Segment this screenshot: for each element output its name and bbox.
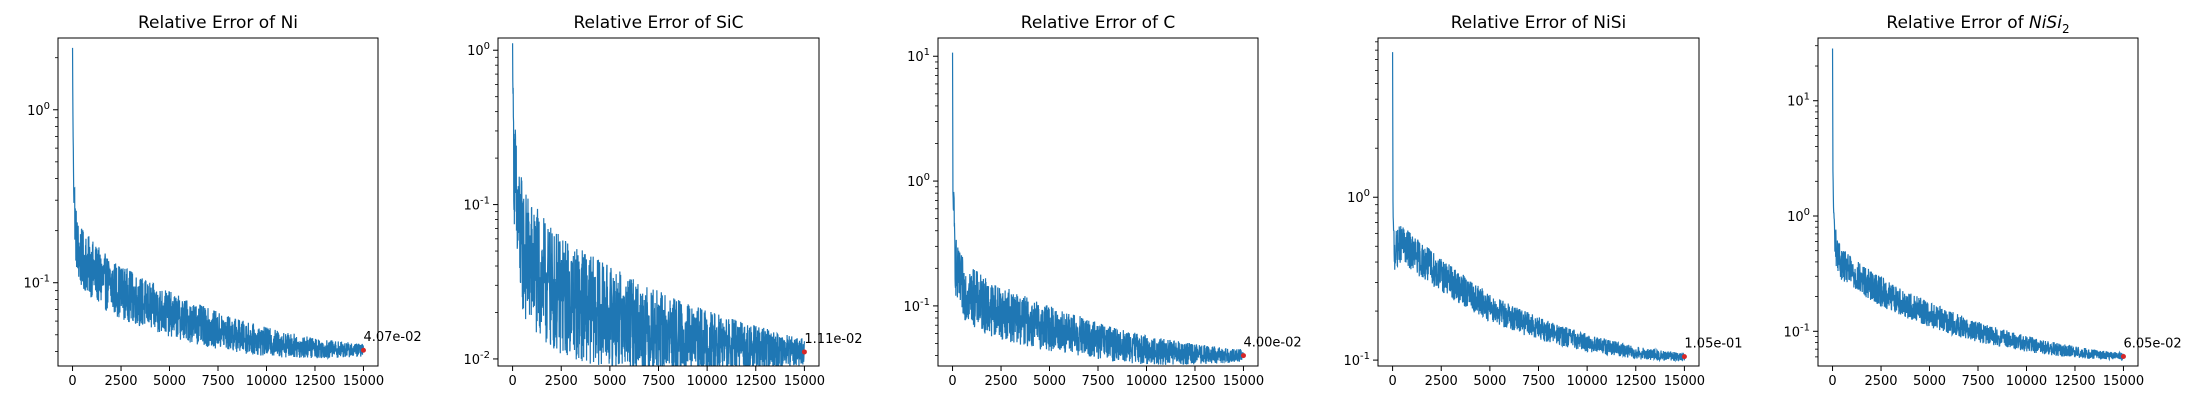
- x-tick-label: 2500: [984, 374, 1017, 389]
- y-tick-label: 101: [907, 47, 930, 65]
- x-tick-label: 12500: [1174, 374, 1215, 389]
- y-tick-label: 100: [1347, 188, 1370, 206]
- final-value-label: 4.07e-02: [363, 330, 421, 345]
- x-tick-label: 7500: [1522, 374, 1555, 389]
- x-tick-label: 0: [68, 374, 76, 389]
- x-tick-label: 7500: [1961, 374, 1994, 389]
- x-tick-label: 15000: [1664, 374, 1705, 389]
- y-tick-label: 101: [1787, 92, 1810, 110]
- x-tick-label: 5000: [1033, 374, 1066, 389]
- y-tick-label: 100: [467, 41, 490, 59]
- final-value-label: 1.05e-01: [1684, 337, 1742, 352]
- x-tick-label: 12500: [1615, 374, 1656, 389]
- y-tick-label: 100: [1787, 207, 1810, 225]
- final-point-marker: [801, 349, 807, 355]
- x-tick-label: 10000: [246, 374, 287, 389]
- chart-title: Relative Error of SiC: [574, 13, 744, 33]
- final-value-label: 1.11e-02: [804, 332, 862, 347]
- x-tick-label: 5000: [1473, 374, 1506, 389]
- x-tick-label: 5000: [593, 374, 626, 389]
- x-tick-label: 0: [1388, 374, 1396, 389]
- x-tick-label: 12500: [735, 374, 776, 389]
- x-tick-label: 10000: [2006, 374, 2047, 389]
- final-point-marker: [1681, 354, 1687, 360]
- chart-title: Relative Error of C: [1021, 13, 1175, 33]
- x-tick-label: 2500: [104, 374, 137, 389]
- x-tick-label: 5000: [1913, 374, 1946, 389]
- series-line: [1831, 48, 2125, 362]
- y-tick-label: 10-1: [463, 196, 490, 214]
- final-value-label: 4.00e-02: [1243, 336, 1301, 351]
- x-tick-label: 2500: [1425, 374, 1458, 389]
- series-line: [71, 47, 365, 360]
- x-tick-label: 12500: [2054, 374, 2095, 389]
- chart-title-formula: NiSi: [2029, 13, 2062, 33]
- chart-title: Relative Error of NiSi2: [1886, 13, 2069, 36]
- y-tick-label: 10-2: [463, 350, 490, 368]
- x-tick-label: 0: [1828, 374, 1836, 389]
- x-tick-label: 15000: [2103, 374, 2144, 389]
- y-tick-label: 10-1: [1343, 351, 1370, 369]
- x-tick-label: 10000: [1566, 374, 1607, 389]
- x-tick-label: 2500: [1864, 374, 1897, 389]
- chart-panel-1: Relative Error of Ni 4.07e-02 0 2500 5000 750…: [23, 13, 421, 389]
- x-tick-label: 5000: [153, 374, 186, 389]
- final-value-label: 6.05e-02: [2123, 336, 2181, 351]
- chart-title: Relative Error of NiSi: [1451, 13, 1627, 33]
- x-tick-label: 7500: [201, 374, 234, 389]
- x-tick-label: 0: [508, 374, 516, 389]
- x-tick-label: 15000: [784, 374, 825, 389]
- chart-title: Relative Error of Ni: [138, 13, 298, 33]
- chart-panel-3: Relative Error of C 4.00e-02 0 2500 5000 7500…: [903, 13, 1301, 389]
- final-point-marker: [360, 347, 366, 353]
- series-line: [1391, 52, 1686, 363]
- axes-frame: [57, 37, 379, 367]
- x-tick-label: 15000: [343, 374, 384, 389]
- chart-panel-2: Relative Error of SiC 1.11e-02 0 2500 5000 75…: [463, 13, 862, 389]
- x-tick-label: 12500: [294, 374, 335, 389]
- x-tick-label: 7500: [642, 374, 675, 389]
- chart-title-subscript: 2: [2062, 22, 2070, 36]
- y-tick-label: 100: [907, 172, 930, 190]
- x-tick-label: 2500: [545, 374, 578, 389]
- axes-frame: [1377, 37, 1700, 367]
- chart-panel-5: Relative Error of NiSi2 6.05e-02 0 2500 5000…: [1783, 13, 2181, 389]
- y-tick-label: 10-1: [23, 274, 50, 292]
- y-tick-label: 10-1: [903, 297, 930, 315]
- chart-title-base: Relative Error of: [1886, 13, 2029, 33]
- x-tick-label: 7500: [1081, 374, 1114, 389]
- chart-panel-4: Relative Error of NiSi 1.05e-01 0 2500 5000 7…: [1343, 13, 1742, 389]
- x-tick-label: 10000: [1126, 374, 1167, 389]
- y-tick-label: 10-1: [1783, 322, 1810, 340]
- final-point-marker: [2120, 353, 2126, 359]
- final-point-marker: [1240, 353, 1246, 359]
- x-tick-label: 15000: [1223, 374, 1264, 389]
- x-tick-label: 0: [948, 374, 956, 389]
- x-tick-label: 10000: [686, 374, 727, 389]
- y-tick-label: 100: [27, 101, 50, 119]
- series-line: [511, 43, 806, 366]
- axes-frame: [1817, 37, 2139, 367]
- series-line: [951, 52, 1245, 365]
